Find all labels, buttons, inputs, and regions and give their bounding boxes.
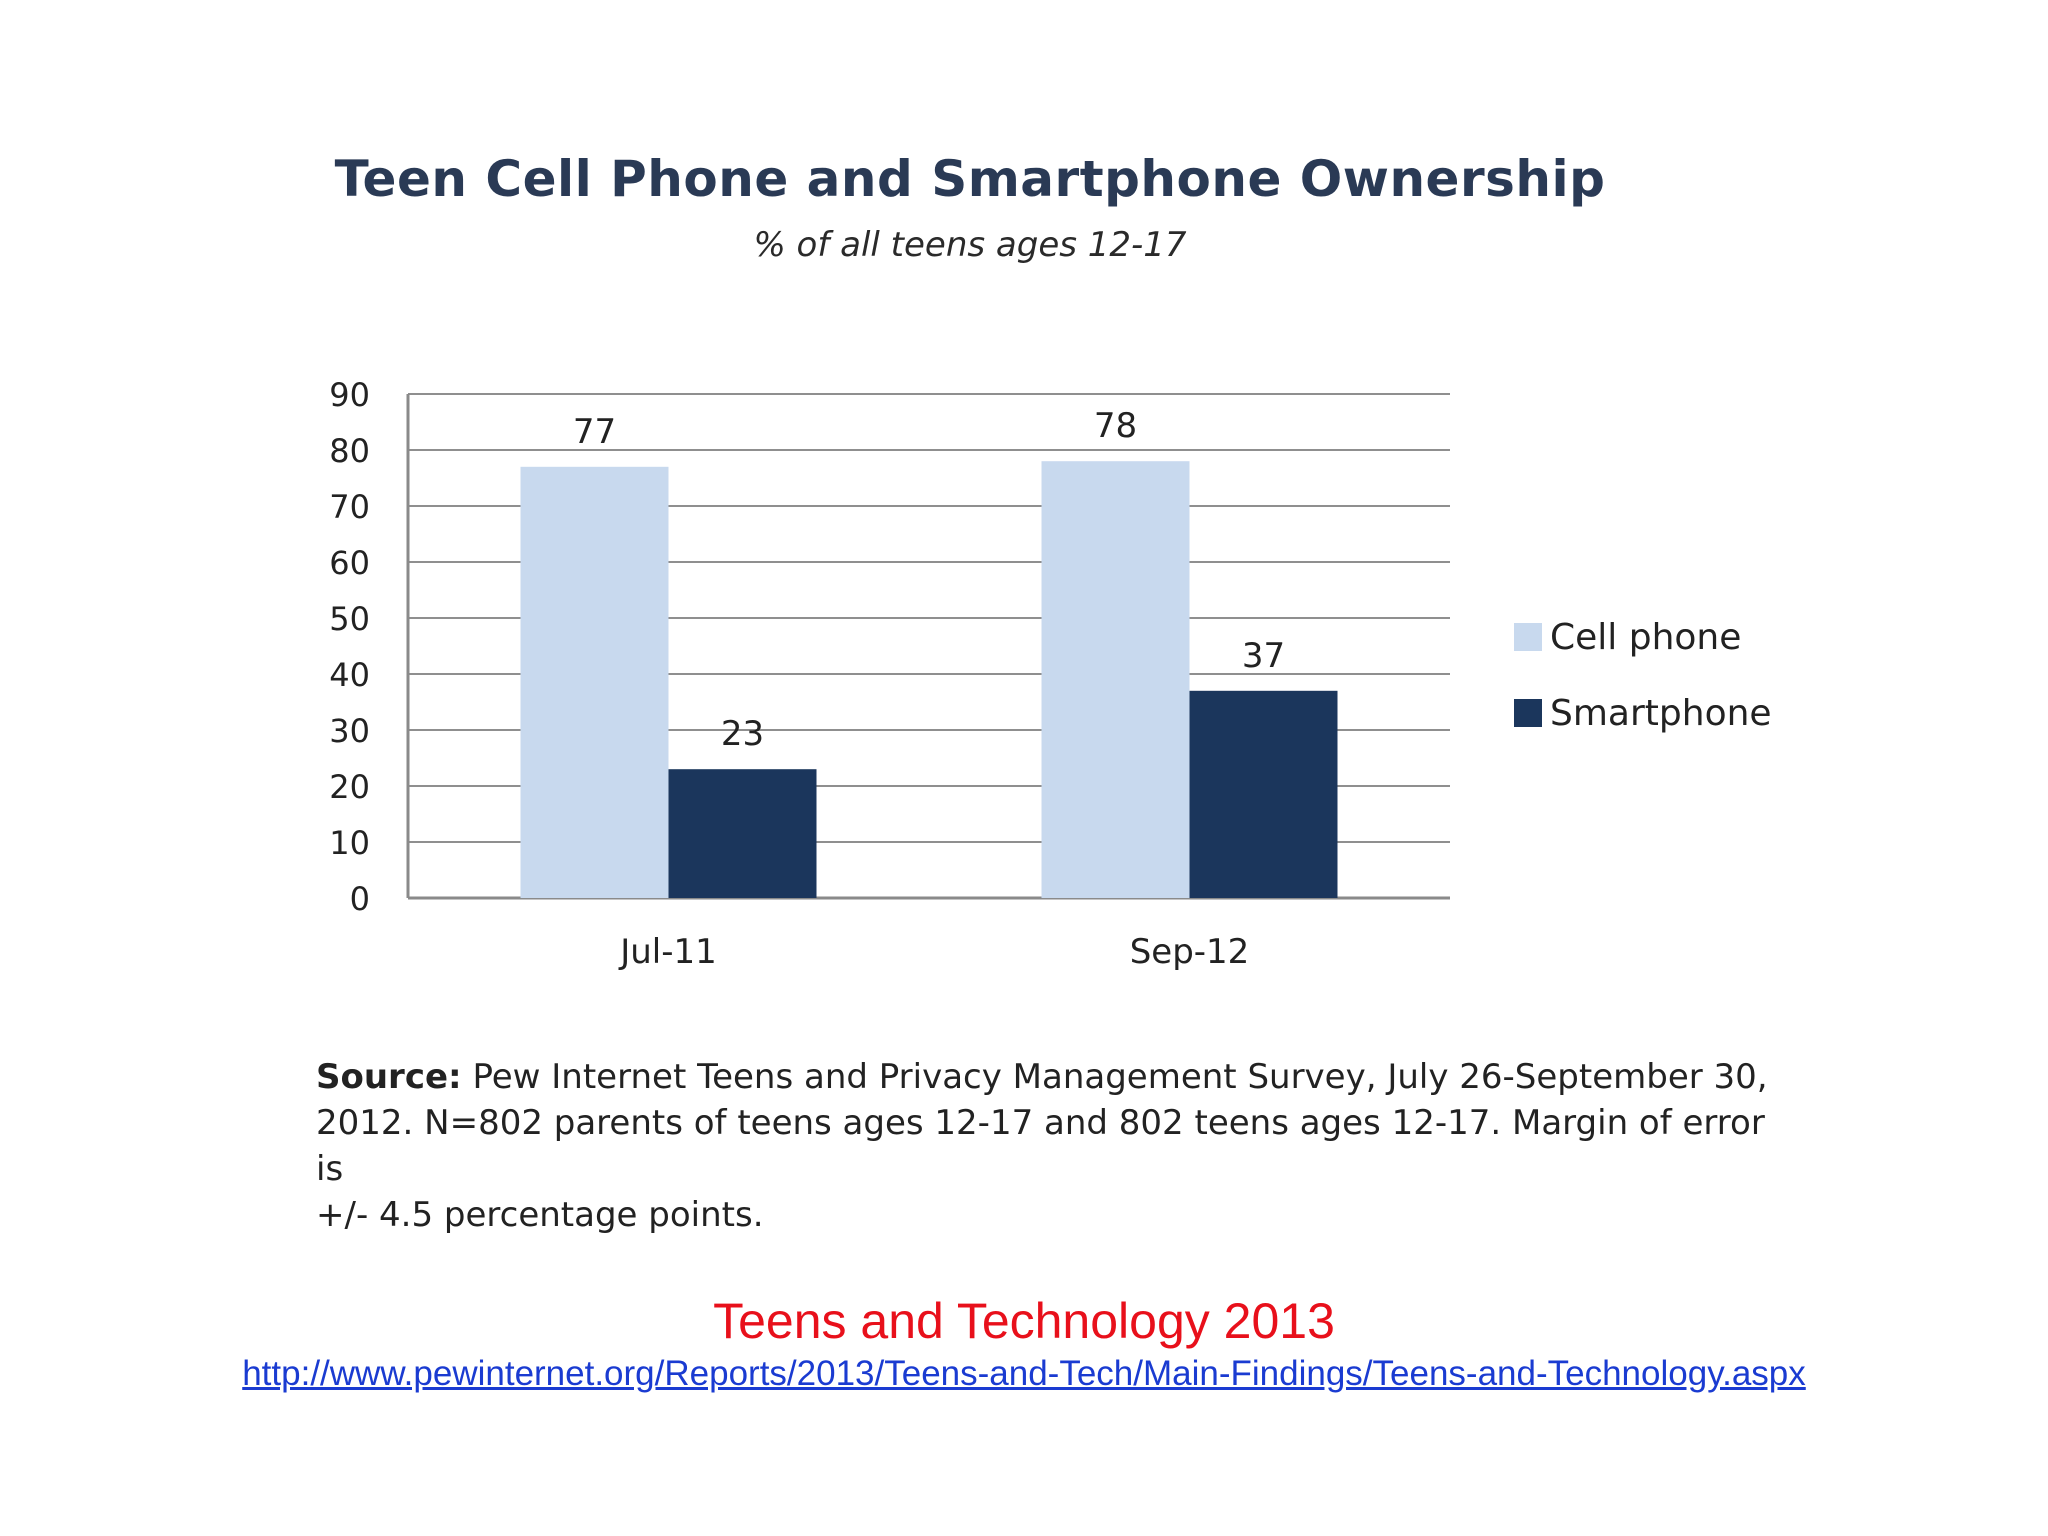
y-tick-label: 40 (329, 656, 370, 694)
data-label: 37 (1242, 636, 1285, 676)
legend-label: Cell phone (1550, 617, 1741, 658)
bar-smartphone (668, 769, 817, 898)
legend-swatch (1514, 623, 1542, 651)
bar-cell-phone (1041, 461, 1190, 898)
legend-label: Smartphone (1550, 693, 1772, 734)
y-tick-label: 90 (329, 376, 370, 414)
source-label: Source: (316, 1057, 462, 1097)
source-note: Source: Pew Internet Teens and Privacy M… (316, 1054, 1796, 1238)
y-tick-label: 10 (329, 824, 370, 862)
y-tick-label: 0 (350, 880, 370, 918)
chart-subtitle: % of all teens ages 12-17 (753, 225, 1187, 265)
y-tick-label: 30 (329, 712, 370, 750)
chart-title: Teen Cell Phone and Smartphone Ownership (334, 150, 1606, 208)
footer-title: Teens and Technology 2013 (713, 1293, 1335, 1349)
bar-cell-phone (520, 466, 669, 898)
data-label: 23 (721, 714, 764, 754)
legend-swatch (1514, 699, 1542, 727)
y-tick-label: 50 (329, 600, 370, 638)
footer-link[interactable]: http://www.pewinternet.org/Reports/2013/… (242, 1354, 1806, 1393)
y-tick-label: 60 (329, 544, 370, 582)
source-line-3: +/- 4.5 percentage points. (316, 1195, 764, 1235)
source-line-1: Pew Internet Teens and Privacy Managemen… (461, 1057, 1768, 1097)
data-label: 78 (1094, 406, 1137, 446)
bar-smartphone (1189, 690, 1338, 898)
y-tick-label: 80 (329, 432, 370, 470)
y-tick-label: 70 (329, 488, 370, 526)
x-tick-label: Jul-11 (618, 932, 717, 972)
data-label: 77 (573, 412, 616, 452)
x-tick-label: Sep-12 (1130, 932, 1250, 972)
source-line-2: 2012. N=802 parents of teens ages 12-17 … (316, 1103, 1765, 1189)
y-tick-label: 20 (329, 768, 370, 806)
